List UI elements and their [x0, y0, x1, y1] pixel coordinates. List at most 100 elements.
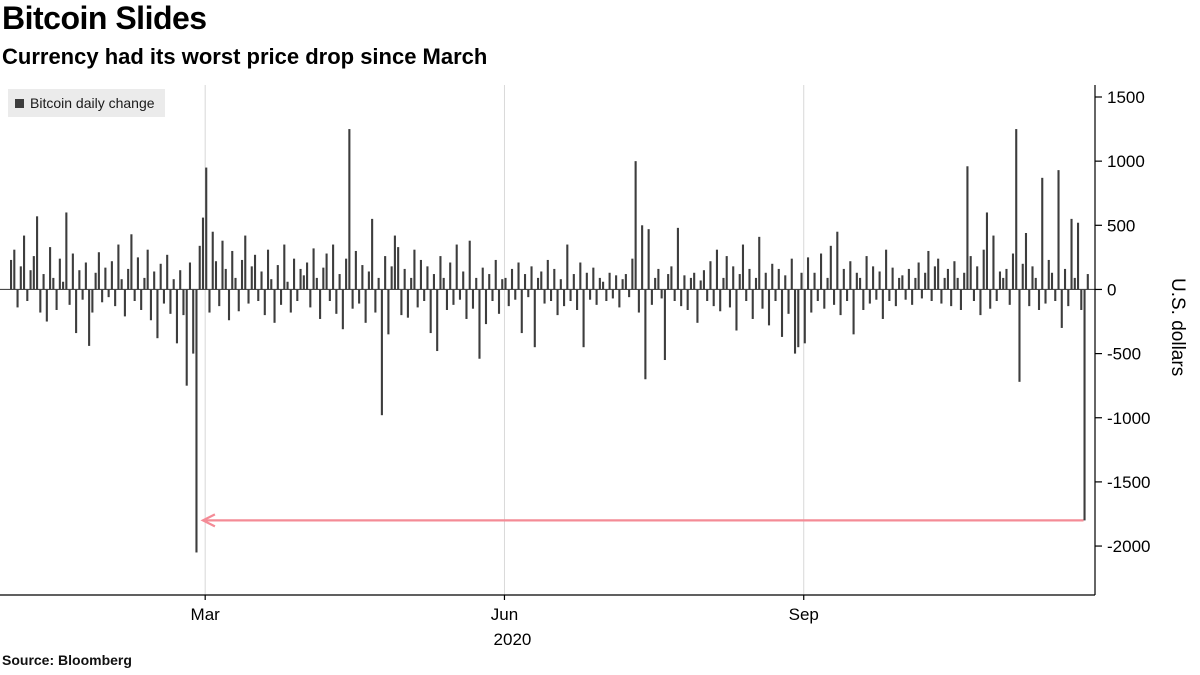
daily-change-bar — [1073, 277, 1076, 290]
daily-change-bar — [566, 244, 569, 290]
daily-change-bar — [445, 289, 449, 310]
legend-label: Bitcoin daily change — [30, 95, 155, 111]
daily-change-bar — [507, 289, 510, 307]
daily-change-bar — [218, 289, 221, 307]
daily-change-bar — [436, 289, 439, 352]
daily-change-bar — [1008, 289, 1011, 305]
daily-change-bar — [250, 266, 253, 290]
daily-change-bar — [644, 289, 647, 380]
daily-change-bar — [358, 289, 361, 304]
daily-change-bar — [62, 281, 65, 290]
daily-change-bar — [1034, 277, 1037, 290]
daily-change-bar — [136, 257, 139, 290]
daily-change-bar — [58, 258, 61, 290]
daily-change-bar — [468, 240, 471, 290]
daily-change-bar — [374, 289, 377, 313]
daily-change-bar — [345, 258, 348, 290]
daily-change-bar — [907, 268, 910, 290]
chart-legend: Bitcoin daily change — [8, 89, 165, 117]
daily-change-bar — [94, 272, 97, 290]
daily-change-bar — [416, 289, 419, 308]
daily-change-bar — [299, 268, 302, 290]
daily-change-bar — [722, 277, 725, 290]
daily-change-bar — [543, 289, 546, 304]
daily-change-bar — [182, 289, 185, 316]
daily-change-bar — [676, 227, 679, 290]
daily-change-bar — [937, 258, 940, 290]
daily-change-bar — [767, 289, 771, 326]
daily-change-bar — [240, 259, 244, 290]
daily-change-bar — [423, 289, 426, 301]
daily-change-bar — [1002, 277, 1005, 290]
daily-change-bar — [761, 289, 764, 309]
page-title: Bitcoin Slides — [2, 0, 207, 36]
daily-change-bar — [237, 289, 240, 312]
daily-change-bar — [683, 275, 686, 290]
daily-change-bar — [780, 289, 784, 337]
daily-change-bar — [322, 267, 325, 290]
daily-change-bar — [820, 253, 823, 290]
daily-change-bar — [52, 277, 55, 290]
daily-change-bar — [146, 249, 149, 290]
daily-change-bar — [13, 249, 16, 290]
daily-change-bar — [579, 262, 582, 290]
daily-change-bar — [354, 250, 357, 290]
daily-change-bar — [667, 274, 670, 290]
daily-change-bar — [995, 289, 998, 301]
y-tick-label: 1500 — [1107, 88, 1145, 107]
daily-change-bar — [406, 289, 409, 318]
daily-change-bar — [364, 289, 367, 323]
daily-change-bar — [143, 277, 146, 290]
daily-change-bar — [227, 289, 231, 321]
daily-change-bar — [946, 268, 949, 290]
daily-change-bar — [865, 256, 868, 290]
x-tick-label: Mar — [191, 605, 221, 624]
daily-change-bar — [1060, 289, 1063, 328]
daily-change-bar — [589, 289, 592, 300]
daily-change-bar — [462, 271, 465, 290]
daily-change-bar — [234, 277, 237, 290]
legend-swatch-icon — [15, 98, 24, 108]
daily-change-bar — [784, 275, 787, 290]
daily-change-bar — [839, 289, 842, 316]
daily-change-bar — [510, 268, 514, 290]
daily-change-bar — [1028, 289, 1031, 307]
daily-change-bar — [198, 245, 201, 290]
daily-change-bar — [611, 289, 614, 299]
daily-change-bar — [390, 266, 393, 290]
daily-change-bar — [872, 266, 875, 290]
daily-change-bar — [550, 289, 553, 301]
daily-change-bar — [924, 272, 927, 290]
daily-change-bar — [45, 289, 48, 322]
daily-change-bar — [55, 289, 58, 310]
daily-change-bar — [26, 289, 29, 301]
daily-change-bar — [966, 166, 969, 290]
daily-change-bar — [91, 289, 94, 313]
daily-change-bar — [943, 277, 946, 290]
daily-change-bar — [169, 289, 172, 314]
daily-change-bar — [133, 289, 136, 301]
daily-change-bar — [1041, 177, 1044, 290]
daily-change-bar — [123, 289, 126, 317]
daily-change-bar — [335, 289, 338, 314]
daily-change-bar — [933, 266, 936, 290]
daily-change-bar — [715, 249, 719, 290]
daily-change-bar — [859, 277, 862, 290]
daily-change-bar — [253, 254, 257, 290]
daily-change-bar — [598, 277, 601, 290]
daily-change-bar — [179, 270, 182, 290]
daily-change-bar — [1076, 222, 1080, 290]
daily-change-bar — [214, 261, 218, 290]
daily-change-bar — [120, 279, 123, 290]
daily-change-bar — [439, 256, 442, 290]
daily-change-bar — [351, 289, 354, 309]
daily-change-bar — [585, 272, 588, 290]
daily-change-bar — [273, 289, 276, 323]
daily-change-bar — [976, 266, 979, 290]
daily-change-bar — [621, 279, 624, 290]
daily-change-bar — [156, 289, 159, 339]
daily-change-bar — [280, 289, 283, 305]
daily-change-bar — [380, 289, 383, 416]
daily-change-bar — [641, 225, 644, 290]
